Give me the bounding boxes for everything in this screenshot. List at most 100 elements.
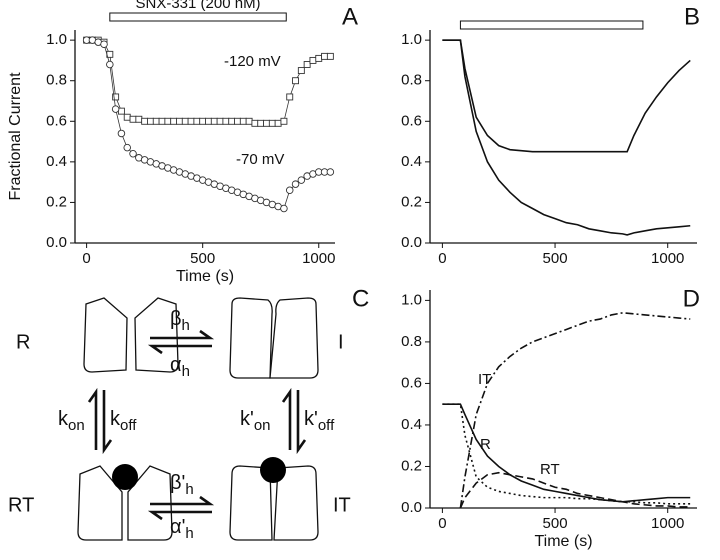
rate-subscript: h <box>182 317 190 334</box>
panel-label: B <box>684 3 700 30</box>
marker <box>239 117 247 125</box>
rate-symbol: α' <box>170 516 185 538</box>
channel-half <box>83 297 128 373</box>
marker <box>234 117 241 125</box>
rate-symbol: k <box>58 408 69 430</box>
marker <box>112 93 120 101</box>
channel-half <box>77 465 123 541</box>
state-label: I <box>338 331 344 353</box>
marker <box>297 176 306 184</box>
channel-half <box>134 297 179 373</box>
series-line <box>442 403 691 505</box>
rate-subscript: off <box>120 417 137 434</box>
marker <box>141 117 149 125</box>
rate-symbol: α <box>170 354 182 376</box>
rate-label: koff <box>110 408 137 434</box>
arrow <box>102 390 113 455</box>
arrow <box>150 495 215 506</box>
marker <box>297 67 305 75</box>
y-tick-label: 0.4 <box>401 153 422 170</box>
marker <box>187 117 195 125</box>
marker <box>135 115 143 123</box>
rate-label: β'h <box>170 472 194 498</box>
state-label: IT <box>333 494 351 516</box>
y-tick-label: 0.2 <box>401 193 422 210</box>
rate-label: k'on <box>240 408 271 434</box>
annotation: SNX-331 (200 nM) <box>136 0 261 12</box>
arrow <box>147 510 212 521</box>
arrow <box>147 344 212 355</box>
state-label: RT <box>8 494 34 516</box>
scheme: C R I RT IT <box>8 285 369 541</box>
y-tick-label: 0.8 <box>401 333 422 350</box>
marker <box>280 204 288 213</box>
x-tick-label: 1000 <box>651 250 684 267</box>
series-label: RT <box>540 461 560 478</box>
toxin <box>112 464 138 490</box>
series-label: -120 mV <box>224 53 281 70</box>
marker <box>164 117 172 125</box>
x-tick-label: 500 <box>543 515 568 532</box>
y-tick-label: 0.0 <box>46 234 67 251</box>
series-line <box>442 39 691 153</box>
rate-subscript: on <box>254 417 271 434</box>
marker <box>129 149 137 158</box>
x-tick-label: 0 <box>438 515 446 532</box>
marker <box>181 117 189 125</box>
rate-subscript: off <box>318 417 335 434</box>
y-tick-label: 0.2 <box>46 193 67 210</box>
marker <box>309 56 317 64</box>
drug-bar <box>109 12 287 22</box>
y-tick-label: 0.6 <box>401 374 422 391</box>
rate-symbol: k <box>110 408 121 430</box>
arrow <box>87 387 98 450</box>
series-label: IT <box>478 371 491 388</box>
marker <box>210 117 218 125</box>
marker <box>263 119 270 127</box>
rate-subscript: h <box>185 525 193 542</box>
marker <box>129 115 137 123</box>
x-axis-label: Time (s) <box>176 268 234 285</box>
marker <box>251 119 259 127</box>
y-tick-label: 0.0 <box>401 499 422 516</box>
y-tick-label: 1.0 <box>401 31 422 48</box>
marker <box>199 117 207 125</box>
drug-bar <box>459 20 644 30</box>
marker <box>216 117 224 125</box>
marker <box>303 61 311 68</box>
marker <box>280 117 288 125</box>
marker <box>291 180 300 188</box>
marker <box>193 117 201 125</box>
y-tick-label: 1.0 <box>401 291 422 308</box>
panel-label: C <box>352 285 369 312</box>
marker <box>158 117 166 125</box>
series-line <box>442 39 691 236</box>
y-tick-label: 0.8 <box>401 72 422 89</box>
arrow <box>281 387 292 450</box>
series-line <box>459 312 691 509</box>
rate-label: kon <box>58 408 85 434</box>
marker <box>106 60 114 69</box>
panel-label: A <box>342 3 358 30</box>
channel-half <box>229 297 273 379</box>
marker <box>228 117 236 125</box>
y-tick-label: 0.6 <box>401 112 422 129</box>
y-axis-label: Fractional Current <box>7 72 24 201</box>
marker <box>123 143 131 152</box>
state-label: R <box>16 331 30 353</box>
channel-half <box>269 297 319 379</box>
series-label: R <box>480 436 491 453</box>
series-line <box>442 403 691 503</box>
marker <box>285 186 294 195</box>
rate-subscript: on <box>68 417 85 434</box>
rate-symbol: k' <box>304 408 318 430</box>
x-tick-label: 1000 <box>302 250 335 267</box>
rate-label: βh <box>170 308 190 334</box>
x-tick-label: 1000 <box>651 515 684 532</box>
channel-half <box>273 465 319 541</box>
marker <box>326 168 335 176</box>
x-tick-label: 0 <box>438 250 446 267</box>
arrow <box>150 329 215 340</box>
marker <box>111 105 120 113</box>
marker <box>100 40 108 48</box>
